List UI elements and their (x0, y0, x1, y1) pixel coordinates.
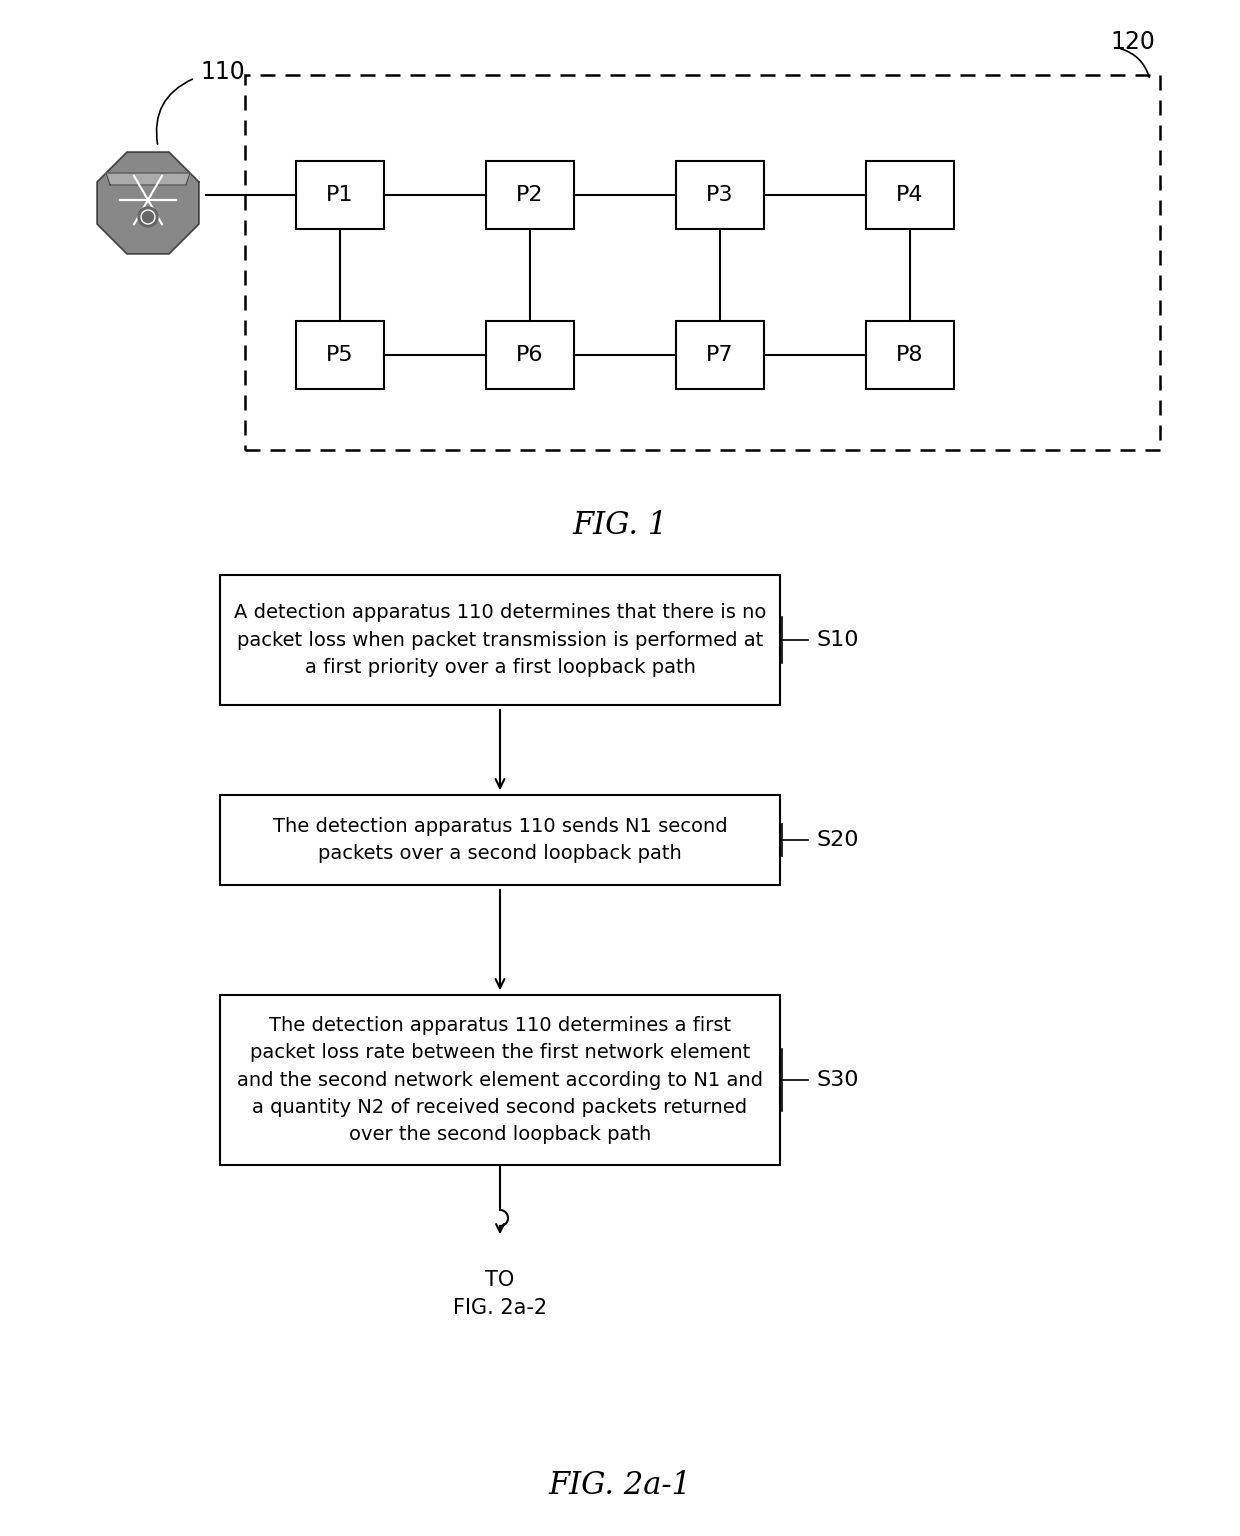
Text: FIG. 1: FIG. 1 (573, 510, 667, 541)
Bar (219, 796, 780, 885)
Text: P7: P7 (707, 346, 734, 366)
Text: P4: P4 (897, 184, 924, 204)
Bar (486, 321, 574, 389)
Text: P8: P8 (897, 346, 924, 366)
Text: P2: P2 (516, 184, 544, 204)
Bar (219, 995, 780, 1164)
Bar (246, 75, 1159, 450)
Text: P5: P5 (326, 346, 353, 366)
Bar (486, 161, 574, 229)
Bar (866, 161, 954, 229)
Text: The detection apparatus 110 determines a first
packet loss rate between the firs: The detection apparatus 110 determines a… (237, 1015, 763, 1144)
Text: 110: 110 (200, 60, 244, 84)
Text: P3: P3 (707, 184, 734, 204)
Text: FIG. 2a-1: FIG. 2a-1 (548, 1470, 692, 1501)
Text: P6: P6 (516, 346, 544, 366)
Polygon shape (97, 152, 198, 253)
Text: The detection apparatus 110 sends N1 second
packets over a second loopback path: The detection apparatus 110 sends N1 sec… (273, 817, 728, 863)
Polygon shape (105, 174, 190, 184)
Bar (296, 161, 384, 229)
Bar (676, 161, 764, 229)
Text: TO
FIG. 2a-2: TO FIG. 2a-2 (453, 1270, 547, 1318)
Text: S20: S20 (816, 829, 858, 849)
Circle shape (138, 207, 157, 227)
Text: A detection apparatus 110 determines that there is no
packet loss when packet tr: A detection apparatus 110 determines tha… (234, 604, 766, 677)
Bar (296, 321, 384, 389)
Bar (676, 321, 764, 389)
Text: S30: S30 (816, 1071, 858, 1091)
Bar (219, 574, 780, 705)
Text: 120: 120 (1110, 31, 1154, 54)
Text: P1: P1 (326, 184, 353, 204)
Text: S10: S10 (816, 630, 858, 650)
Bar (866, 321, 954, 389)
